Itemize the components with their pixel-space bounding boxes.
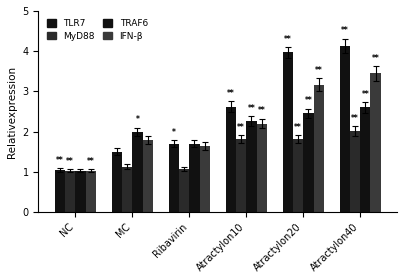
Text: *: * bbox=[172, 128, 176, 137]
Text: **: ** bbox=[56, 155, 64, 165]
Bar bbox=[340, 46, 350, 212]
Bar bbox=[75, 171, 86, 212]
Text: **: ** bbox=[362, 90, 369, 99]
Text: **: ** bbox=[248, 104, 255, 113]
Bar bbox=[200, 146, 210, 212]
Text: **: ** bbox=[305, 96, 312, 106]
Text: **: ** bbox=[341, 27, 349, 36]
Text: **: ** bbox=[237, 123, 245, 132]
Text: **: ** bbox=[87, 157, 95, 166]
Bar bbox=[303, 113, 314, 212]
Text: **: ** bbox=[351, 114, 359, 123]
Text: *: * bbox=[135, 115, 139, 124]
Bar bbox=[350, 131, 360, 212]
Bar bbox=[370, 73, 381, 212]
Bar bbox=[122, 167, 132, 212]
Bar bbox=[86, 171, 96, 212]
Y-axis label: Relativexpression: Relativexpression bbox=[7, 66, 17, 158]
Bar bbox=[189, 144, 200, 212]
Bar bbox=[360, 108, 370, 212]
Text: **: ** bbox=[258, 106, 265, 115]
Bar bbox=[293, 139, 303, 212]
Bar bbox=[65, 171, 75, 212]
Text: **: ** bbox=[372, 54, 379, 63]
Bar bbox=[226, 107, 236, 212]
Bar bbox=[283, 52, 293, 212]
Text: **: ** bbox=[315, 66, 322, 75]
Bar bbox=[132, 132, 143, 212]
Bar bbox=[179, 169, 189, 212]
Bar bbox=[246, 121, 257, 212]
Bar bbox=[112, 152, 122, 212]
Text: **: ** bbox=[294, 123, 302, 132]
Text: **: ** bbox=[227, 89, 235, 98]
Legend: TLR7, MyD88, TRAF6, IFN-β: TLR7, MyD88, TRAF6, IFN-β bbox=[43, 15, 152, 44]
Text: **: ** bbox=[66, 157, 74, 166]
Text: **: ** bbox=[284, 35, 292, 44]
Bar bbox=[143, 140, 153, 212]
Bar bbox=[236, 139, 246, 212]
Bar bbox=[169, 144, 179, 212]
Bar bbox=[257, 123, 267, 212]
Bar bbox=[314, 85, 324, 212]
Bar bbox=[55, 170, 65, 212]
